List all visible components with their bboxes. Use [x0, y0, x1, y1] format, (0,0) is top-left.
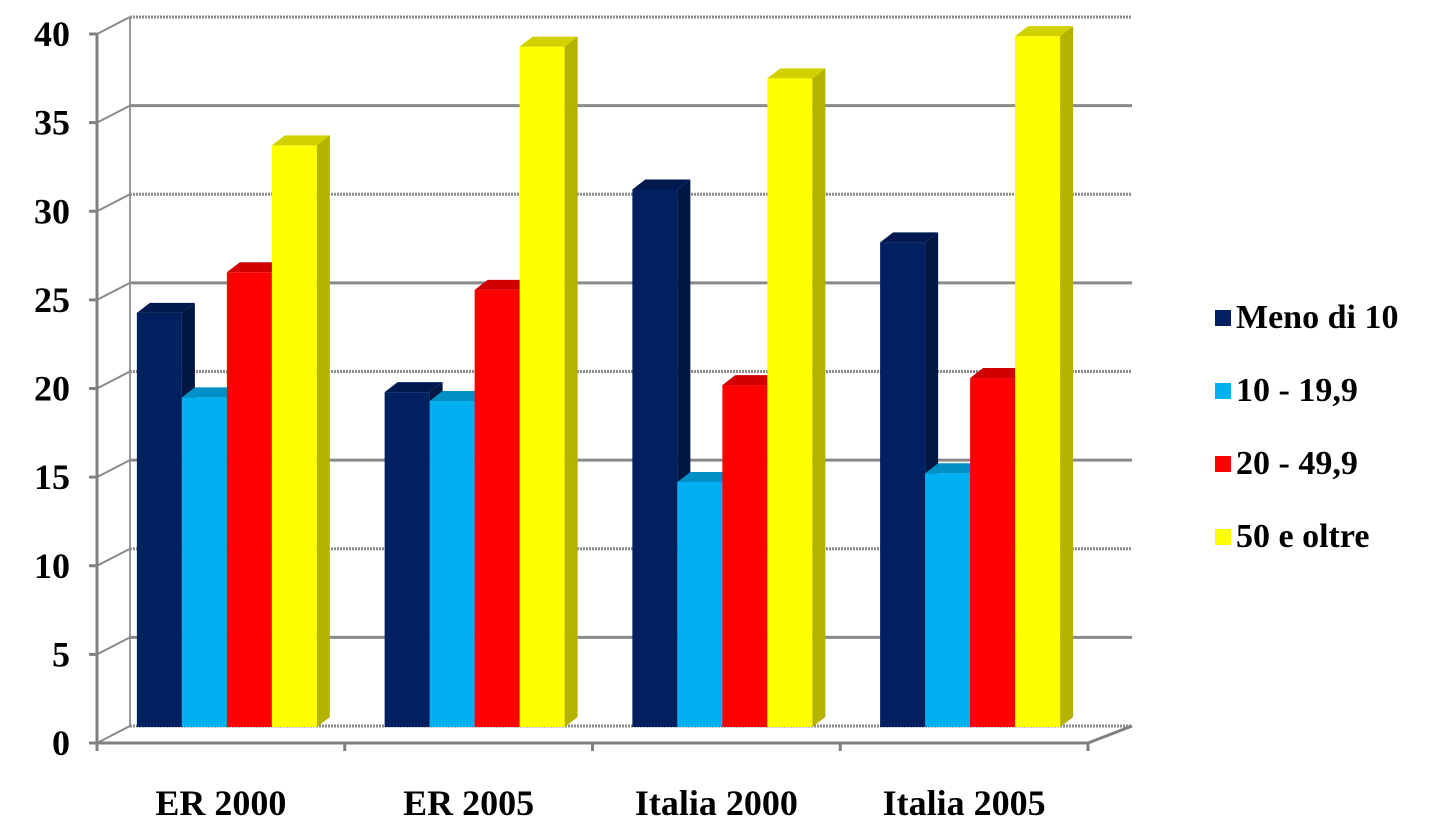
legend-swatch [1215, 383, 1231, 399]
legend: Meno di 10 10 - 19,9 20 - 49,9 50 e oltre [1215, 298, 1398, 590]
bar-side [1060, 26, 1074, 728]
bar-front [519, 46, 565, 728]
legend-item: Meno di 10 [1215, 298, 1398, 338]
bars [136, 26, 1074, 728]
x-category-label: ER 2005 [403, 783, 534, 817]
bar [1015, 26, 1074, 728]
legend-label: 50 e oltre [1236, 518, 1370, 555]
y-tick-label: 25 [34, 280, 70, 320]
bar [271, 135, 330, 727]
bar-side [564, 36, 578, 728]
bar-top [722, 375, 781, 386]
legend-swatch [1215, 310, 1231, 326]
y-axis-tick-labels: 0 5 10 15 20 25 30 35 40 [34, 14, 70, 763]
bar-front [880, 242, 926, 727]
gridline-side [96, 104, 131, 124]
bar-top [519, 36, 578, 47]
bar-front [181, 397, 227, 727]
axes [89, 32, 1133, 751]
bar-front [136, 312, 182, 727]
bar-top [474, 279, 533, 290]
bar-front [970, 378, 1016, 727]
bar [767, 68, 826, 727]
legend-item: 50 e oltre [1215, 517, 1398, 557]
legend-swatch [1215, 529, 1231, 545]
bar-front [384, 392, 430, 727]
bar-top [271, 135, 330, 146]
x-category-label: ER 2000 [155, 783, 286, 817]
bar-front [1015, 36, 1061, 728]
y-tick-label: 10 [34, 546, 70, 586]
bar-front [767, 78, 813, 727]
y-tick-label: 35 [34, 103, 70, 143]
gridline-side [96, 16, 131, 35]
bar [519, 36, 578, 728]
bar-top [226, 262, 285, 273]
legend-item: 10 - 19,9 [1215, 371, 1398, 411]
bar-top [632, 179, 691, 190]
floor-right-edge [1087, 724, 1133, 745]
gridline-side [96, 459, 131, 479]
bar-top [1015, 26, 1074, 37]
legend-label: 20 - 49,9 [1236, 445, 1358, 482]
bar-top [429, 390, 488, 401]
x-category-label: Italia 2000 [635, 783, 798, 817]
gridline-side [96, 193, 131, 213]
bar-front [226, 272, 272, 727]
bar-front [474, 289, 520, 727]
y-tick-label: 0 [52, 723, 70, 763]
bar-front [722, 385, 768, 727]
bar-top [925, 463, 984, 474]
legend-item: 20 - 49,9 [1215, 444, 1398, 484]
gridline-side [96, 370, 131, 390]
bar-front [271, 145, 317, 727]
bar-top [880, 232, 939, 243]
bar-top [181, 387, 240, 398]
gridline-side [96, 636, 131, 656]
legend-label: 10 - 19,9 [1236, 372, 1358, 409]
gridline-side [96, 281, 131, 301]
y-tick-label: 30 [34, 191, 70, 231]
bar-top [384, 382, 443, 393]
x-axis-category-labels: ER 2000 ER 2005 Italia 2000 Italia 2005 [155, 783, 1045, 817]
bar-front [429, 400, 475, 727]
y-tick-label: 5 [52, 634, 70, 674]
legend-label: Meno di 10 [1236, 299, 1399, 336]
bar-front [677, 482, 723, 727]
bar-top [136, 302, 195, 313]
gridline-side [96, 547, 131, 567]
x-category-label: Italia 2005 [883, 783, 1046, 817]
bar-side [812, 68, 826, 727]
bar-side [316, 135, 330, 727]
bar-front [925, 473, 971, 727]
y-tick-label: 15 [34, 457, 70, 497]
bar-top [767, 68, 826, 79]
bar-top [970, 368, 1029, 379]
y-tick-label: 20 [34, 369, 70, 409]
gridline-side [96, 725, 131, 744]
bar-front [632, 189, 678, 727]
bar-top [677, 472, 736, 483]
legend-swatch [1215, 456, 1231, 472]
y-tick-label: 40 [34, 14, 70, 54]
